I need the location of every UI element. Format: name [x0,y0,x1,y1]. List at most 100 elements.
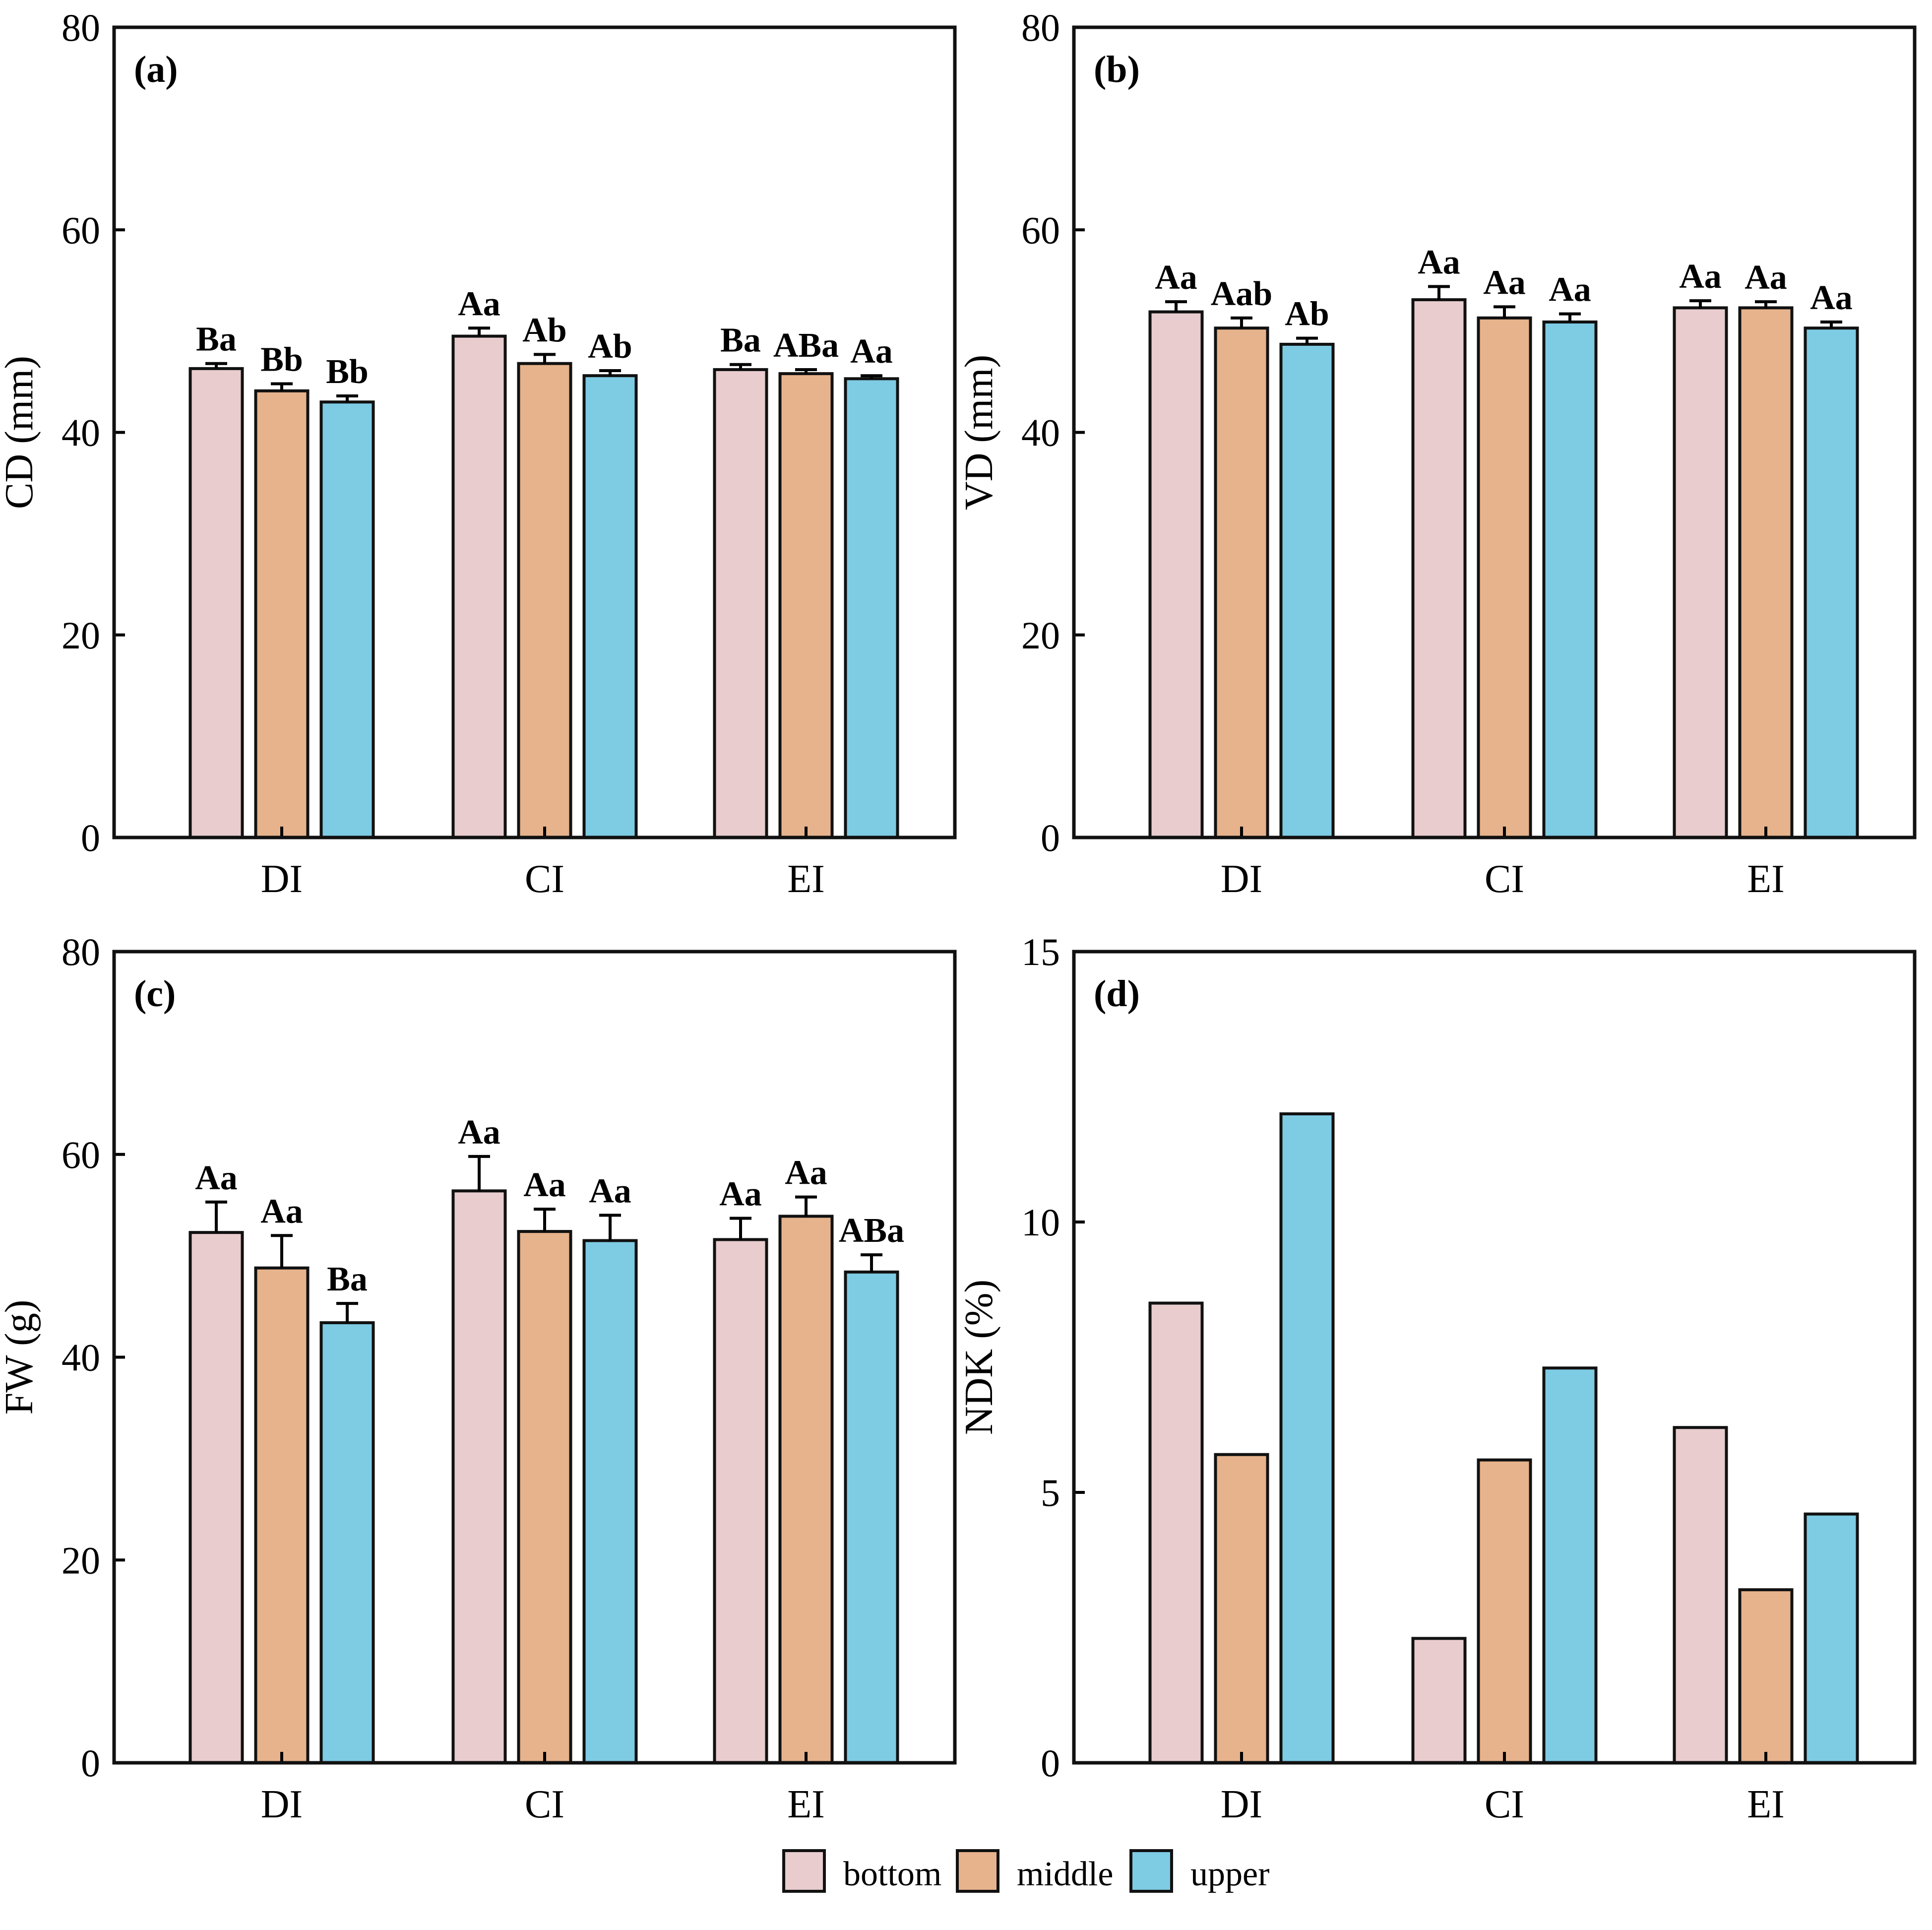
bar-upper [319,400,375,839]
x-category-label: DI [1221,1783,1262,1826]
y-tick-label: 80 [1021,6,1060,49]
bar-upper [1542,1366,1598,1765]
bar-middle [778,1215,834,1764]
y-tick-label: 40 [62,411,100,454]
y-tick-label: 15 [1021,930,1060,973]
x-category-label: EI [1747,857,1785,901]
y-tick-label: 0 [1041,816,1060,859]
panel-label: (a) [134,49,178,90]
bar-upper [1279,1112,1335,1764]
significance-label: Aa [1745,258,1787,297]
significance-label: Ab [522,311,566,349]
significance-label: Aa [785,1154,827,1192]
y-tick-label: 80 [62,930,100,973]
legend-label-middle: middle [1017,1855,1113,1893]
bar-upper [582,1239,638,1764]
significance-label: Aa [589,1172,631,1210]
chart-panel: 0 20 40 60 80 Aa Aa Ba DI Aa Aa Aa CI Aa Aa ABa EI (c) FW … [0,930,957,1826]
y-tick-label: 20 [1021,614,1060,657]
bar-bottom [1411,298,1467,839]
bar-bottom [1411,1637,1467,1765]
significance-label: Aa [260,1192,303,1230]
y-tick-label: 60 [1021,208,1060,252]
bar-bottom [713,368,768,839]
legend-label-bottom: bottom [843,1855,941,1893]
bar-middle [1477,316,1532,839]
bar-bottom [188,1231,244,1764]
legend-label-upper: upper [1190,1855,1269,1893]
y-tick-label: 40 [1021,411,1060,454]
x-category-label: CI [525,857,564,901]
bar-bottom [1673,306,1728,839]
significance-label: Aa [1483,263,1526,302]
y-axis-title: NDK (%) [957,1280,1001,1435]
significance-label: Ab [588,327,632,366]
y-tick-label: 60 [62,208,100,252]
bar-upper [319,1321,375,1764]
x-category-label: CI [1485,1783,1524,1826]
legend: bottom middle upper [782,1849,1269,1893]
bar-middle [1738,306,1794,839]
significance-label: Bb [260,341,303,379]
bar-upper [844,377,899,839]
plot-frame [112,25,957,839]
x-category-label: CI [1485,857,1524,901]
plot-frame [112,950,957,1765]
significance-label: Aa [523,1166,566,1204]
bar-middle [778,372,834,839]
significance-label: Ba [196,321,237,359]
significance-label: Aab [1211,275,1272,313]
y-tick-label: 0 [81,1741,100,1785]
significance-label: Aa [850,332,893,371]
significance-label: Ba [327,1260,368,1298]
significance-label: Aa [1418,244,1460,282]
y-tick-label: 20 [62,614,100,657]
x-category-label: EI [787,857,825,901]
y-tick-label: 40 [62,1336,100,1379]
legend-swatch-bottom [782,1849,826,1893]
bar-bottom [713,1238,768,1764]
bar-upper [1804,1512,1859,1765]
significance-label: Aa [1810,279,1853,317]
bar-bottom [451,1189,507,1764]
y-tick-label: 10 [1021,1201,1060,1244]
significance-label: Bb [326,353,369,391]
significance-label: Aa [458,285,500,323]
bar-middle [517,1230,572,1764]
bar-middle [1214,326,1269,839]
bar-upper [1279,342,1335,839]
bar-bottom [1148,310,1204,839]
bar-middle [254,389,310,839]
y-tick-label: 5 [1041,1471,1060,1514]
significance-label: Aa [458,1113,500,1152]
significance-label: Aa [1155,258,1197,297]
y-axis-title: FW (g) [0,1300,41,1415]
bar-bottom [1673,1426,1728,1764]
significance-label: Ba [720,322,761,360]
bar-upper [1804,326,1859,839]
x-category-label: CI [525,1783,564,1826]
x-category-label: EI [787,1783,825,1826]
bar-middle [254,1266,310,1764]
significance-label: Ab [1285,295,1329,333]
x-category-label: EI [1747,1783,1785,1826]
bar-bottom [188,367,244,839]
bar-middle [517,362,572,839]
plot-frame [1072,25,1917,839]
plot-frame [1072,950,1917,1765]
legend-swatch-upper [1129,1849,1173,1893]
bar-upper [844,1270,899,1764]
y-axis-title: VD (mm) [957,355,1001,510]
x-category-label: DI [261,1783,303,1826]
legend-swatch-middle [956,1849,999,1893]
panel-label: (b) [1094,49,1140,90]
significance-label: ABa [773,326,839,365]
significance-label: ABa [839,1212,904,1250]
bar-bottom [1148,1301,1204,1764]
panel-label: (d) [1094,973,1140,1015]
chart-panel: 0 20 40 60 80 Ba Bb Bb DI Aa Ab Ab CI Ba ABa Aa EI (a) CD … [0,6,957,901]
bar-bottom [451,334,507,839]
significance-label: Aa [1679,257,1722,296]
y-tick-label: 60 [62,1133,100,1176]
